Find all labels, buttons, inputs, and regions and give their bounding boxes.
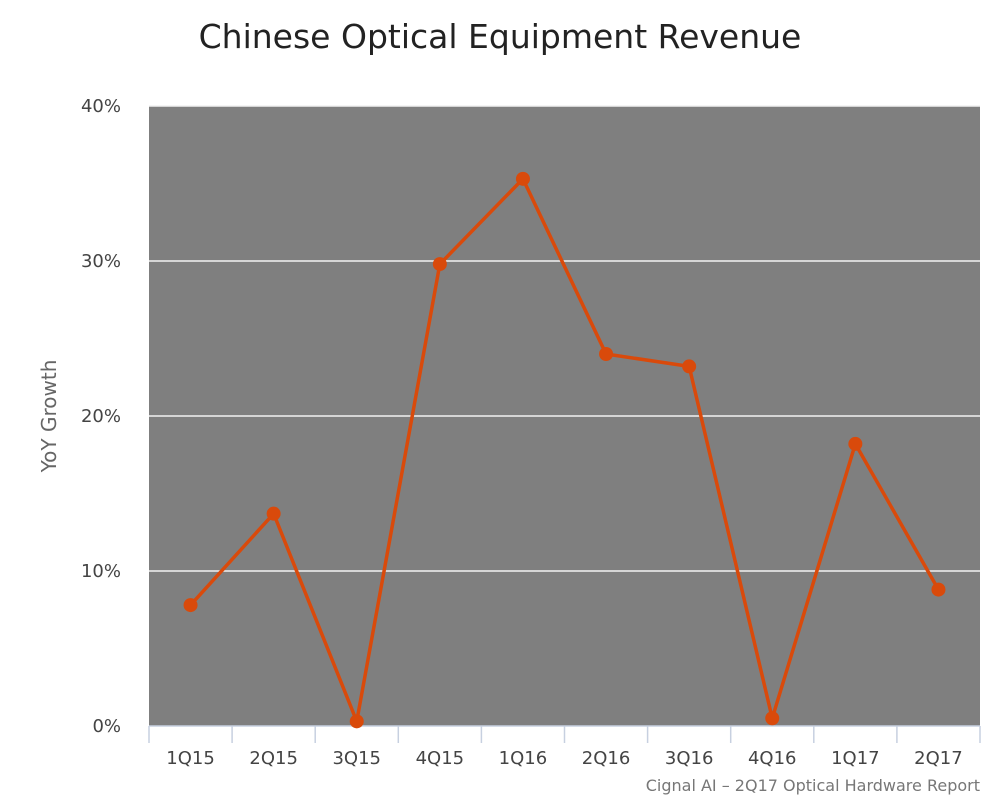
data-point: [765, 711, 780, 726]
x-tick-label: 3Q16: [665, 748, 714, 769]
data-point: [682, 359, 697, 374]
tick-labels: 0% 10% 20% 30% 40% 1Q15 2Q15 3Q15 4Q15 1Q16 2Q16 3Q…: [81, 96, 963, 769]
x-tick-label: 4Q15: [416, 748, 465, 769]
y-axis-label: YoY Growth: [37, 360, 61, 474]
x-tick-label: 3Q15: [332, 748, 381, 769]
axes: [148, 725, 981, 743]
x-tick-label: 1Q17: [831, 748, 880, 769]
data-point: [183, 598, 198, 613]
data-point: [515, 171, 530, 186]
y-tick-label: 20%: [81, 406, 121, 427]
y-tick-label: 30%: [81, 251, 121, 272]
source-note: Cignal AI – 2Q17 Optical Hardware Report: [646, 776, 980, 795]
chart-title: Chinese Optical Equipment Revenue: [199, 17, 802, 56]
x-tick-label: 4Q16: [748, 748, 797, 769]
x-tick-label: 2Q16: [582, 748, 631, 769]
series-line: [188, 177, 941, 724]
data-point: [931, 582, 946, 597]
x-tick-label: 1Q15: [166, 748, 215, 769]
y-tick-label: 10%: [81, 561, 121, 582]
y-tick-label: 0%: [92, 716, 121, 737]
data-point: [848, 436, 863, 451]
y-tick-label: 40%: [81, 96, 121, 117]
grid-lines: [149, 105, 980, 572]
data-point: [599, 347, 614, 361]
data-point: [432, 257, 447, 272]
data-point: [349, 714, 364, 729]
x-tick-label: 1Q16: [499, 748, 548, 769]
x-tick-label: 2Q17: [914, 748, 963, 769]
x-tick-label: 2Q15: [249, 748, 298, 769]
data-point: [266, 506, 281, 521]
series: [183, 171, 946, 729]
